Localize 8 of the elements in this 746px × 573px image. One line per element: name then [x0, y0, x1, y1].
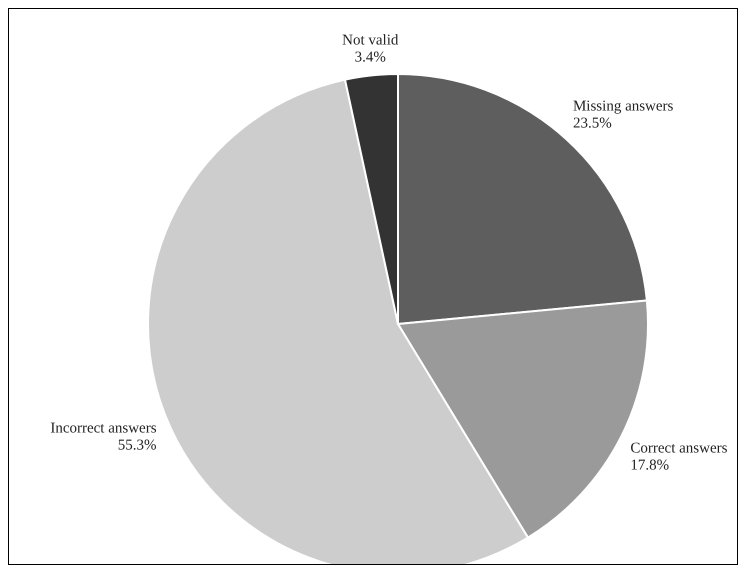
data-label: 55.3%: [118, 437, 157, 454]
data-label: 23.5%: [572, 116, 612, 132]
data-label: 3.4%: [354, 49, 386, 66]
data-label: 17.8%: [630, 458, 670, 474]
slice-label: Not valid: [342, 32, 399, 48]
slice-label: Incorrect answers: [50, 420, 157, 436]
slice-label: Correct answers: [630, 440, 728, 457]
slice-label: Missing answers: [572, 98, 674, 115]
